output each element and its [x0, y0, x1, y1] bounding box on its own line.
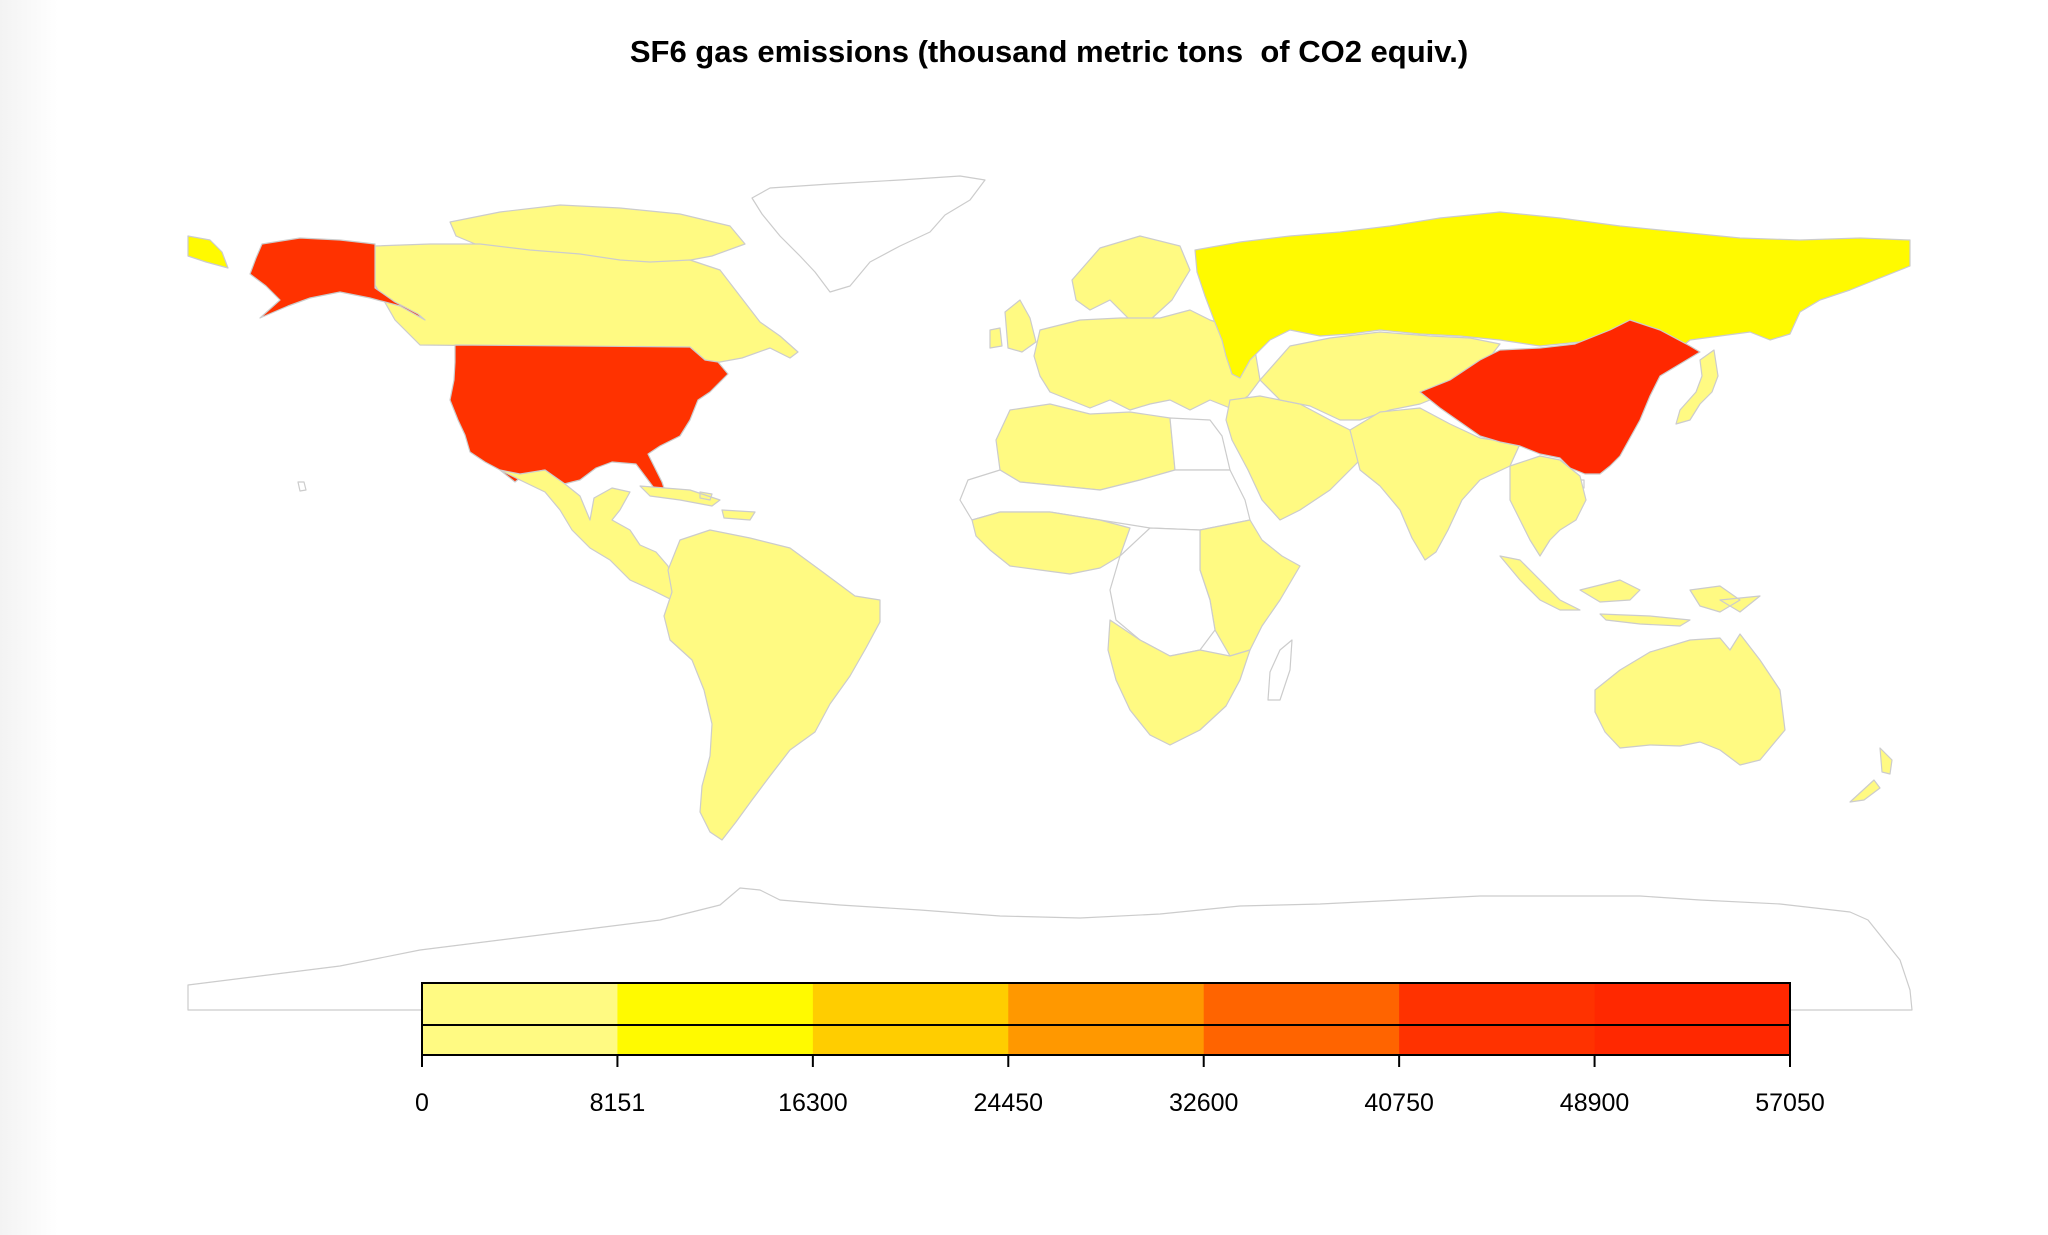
legend-tick-label: 48900	[1559, 1089, 1630, 1117]
region-united-states	[449, 344, 729, 497]
legend-tick-label: 32600	[1168, 1089, 1239, 1117]
legend-tick-label: 8151	[589, 1089, 646, 1117]
region-central-africa	[1109, 527, 1216, 657]
legend-tick-label: 16300	[778, 1089, 848, 1117]
region-west-africa	[971, 511, 1131, 575]
legend-tick-label: 24450	[973, 1089, 1044, 1117]
region-australia	[1594, 633, 1786, 766]
region-madagascar	[1267, 639, 1293, 701]
region-greenland	[751, 175, 986, 293]
region-china	[1419, 319, 1701, 475]
legend	[421, 982, 1791, 1067]
legend-swatch	[1203, 983, 1400, 1055]
map-title: SF6 gas emissions (thousand metric tons …	[629, 34, 1469, 69]
legend-tick-label: 0	[415, 1089, 429, 1117]
region-egypt	[1169, 417, 1231, 471]
region-uk-ireland	[989, 299, 1037, 353]
legend-swatch	[1594, 983, 1791, 1055]
region-east-africa	[1199, 519, 1301, 657]
region-mexico-central-america	[499, 469, 701, 611]
legend-swatch	[1399, 983, 1596, 1055]
legend-swatch	[617, 983, 814, 1055]
legend-swatch	[1008, 983, 1205, 1055]
legend-swatch	[422, 983, 618, 1055]
region-india	[1349, 407, 1521, 561]
region-southern-africa	[1107, 619, 1251, 746]
region-scandinavia	[1071, 235, 1191, 321]
region-europe	[1033, 309, 1261, 411]
region-hawaii	[297, 481, 307, 492]
legend-frame	[421, 982, 1791, 1056]
region-south-america	[663, 529, 881, 841]
region-chukotka	[187, 235, 229, 269]
region-southeast-asia	[1509, 455, 1587, 557]
left-shade	[0, 0, 58, 1235]
region-caribbean	[639, 485, 756, 521]
region-new-zealand	[1849, 747, 1893, 803]
region-indonesia	[1499, 555, 1761, 627]
region-japan	[1675, 349, 1719, 425]
legend-tick-label: 40750	[1364, 1089, 1434, 1117]
region-russia	[1194, 211, 1911, 379]
legend-tick-label: 57050	[1755, 1089, 1825, 1117]
region-alaska	[249, 237, 426, 321]
region-middle-east	[1225, 395, 1361, 521]
legend-swatch	[812, 983, 1009, 1055]
region-antarctica	[187, 887, 1913, 1011]
